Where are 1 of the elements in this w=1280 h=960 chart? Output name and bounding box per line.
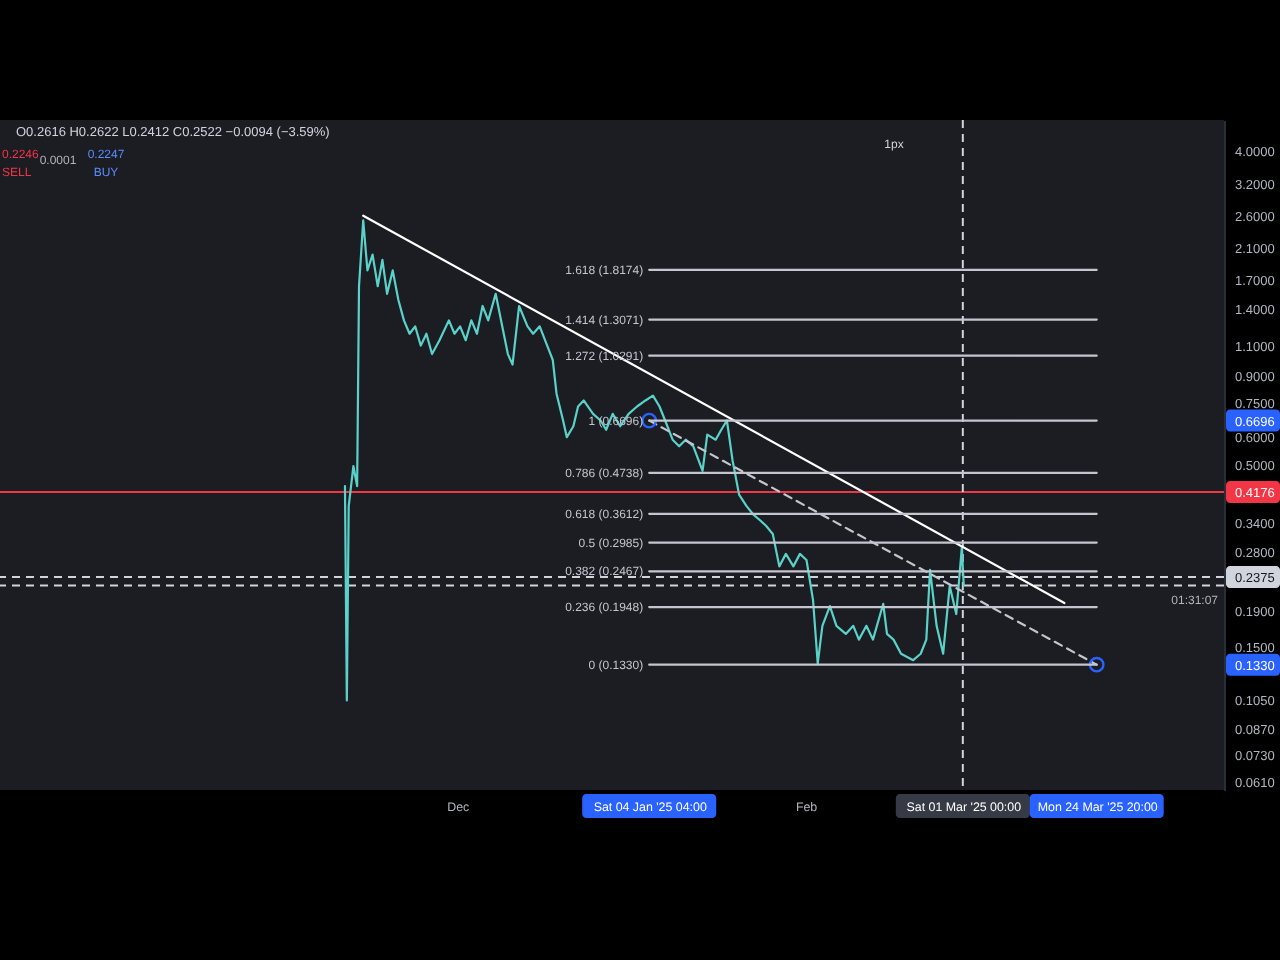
line-series [343, 219, 965, 702]
